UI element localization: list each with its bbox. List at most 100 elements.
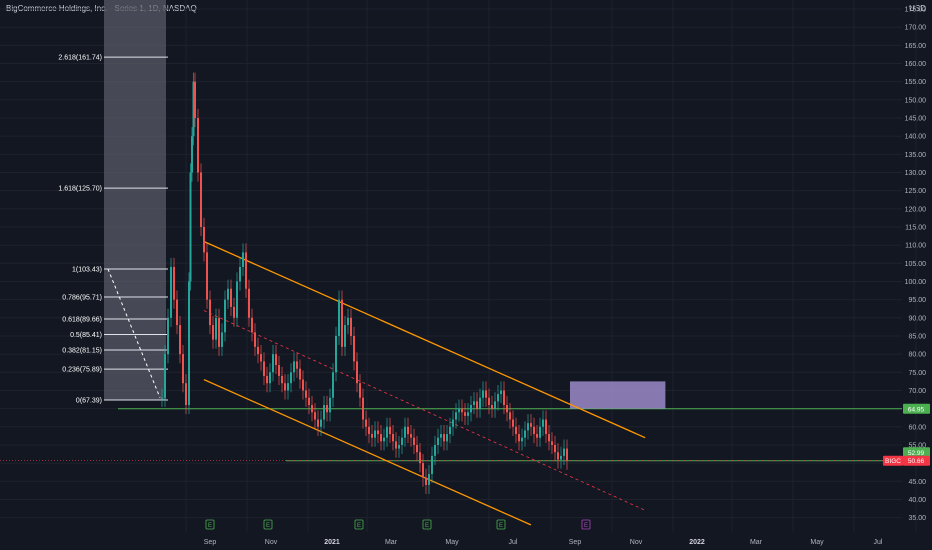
candle-body xyxy=(302,379,304,391)
currency-label[interactable]: USD xyxy=(909,4,926,13)
candle-body xyxy=(377,430,379,435)
candle-body xyxy=(311,404,313,413)
candle-body xyxy=(485,390,487,398)
earnings-marker xyxy=(581,519,591,530)
channel-mid xyxy=(203,310,646,511)
earnings-marker-label: E xyxy=(425,523,429,529)
candle-body xyxy=(188,281,190,405)
candle-body xyxy=(464,412,466,416)
candle-body xyxy=(209,299,211,326)
candle-body xyxy=(455,412,457,420)
candle-body xyxy=(299,368,301,380)
y-tick-label: 175.00 xyxy=(905,7,927,14)
candle-body xyxy=(206,252,208,300)
candle-body xyxy=(482,390,484,398)
candle-body xyxy=(560,455,562,460)
candle-body xyxy=(278,365,280,376)
price-tag-bg xyxy=(903,447,930,458)
candle-body xyxy=(170,266,172,318)
candle-body xyxy=(545,419,547,435)
y-tick-label: 60.00 xyxy=(908,424,926,431)
candle-body xyxy=(467,412,469,416)
candle-body xyxy=(317,419,319,427)
candle-body xyxy=(365,419,367,427)
candle-body xyxy=(491,404,493,409)
fib-level-label: 0(67.39) xyxy=(76,397,102,404)
y-tick-label: 115.00 xyxy=(905,224,926,231)
price-tag-label: 52.99 xyxy=(908,450,925,457)
candle-body xyxy=(197,117,199,173)
candle-body xyxy=(275,354,277,366)
candle-body xyxy=(434,444,436,456)
candle-body xyxy=(200,172,202,227)
x-tick-label: Jul xyxy=(874,539,883,546)
candle-body xyxy=(443,434,445,442)
earnings-marker xyxy=(422,519,432,530)
candle-body xyxy=(533,426,535,435)
y-tick-label: 100.00 xyxy=(905,279,927,286)
earnings-marker xyxy=(354,519,364,530)
candle-body xyxy=(458,408,460,413)
candle-body xyxy=(326,404,328,413)
candle-body xyxy=(386,426,388,438)
candle-body xyxy=(563,448,565,456)
price-tag-label: 64.95 xyxy=(908,406,925,413)
candle-body xyxy=(506,404,508,413)
candle-body xyxy=(557,452,559,460)
y-tick-label: 95.00 xyxy=(908,297,926,304)
y-tick-label: 160.00 xyxy=(905,61,927,68)
candle-body xyxy=(527,423,529,431)
candle-body xyxy=(176,299,178,326)
candle-body xyxy=(233,306,235,318)
y-tick-label: 70.00 xyxy=(908,388,926,395)
candle-body xyxy=(251,317,253,333)
candle-body xyxy=(227,288,229,300)
symbol-tag-bg xyxy=(883,455,903,466)
candle-body xyxy=(530,423,532,427)
y-tick-label: 110.00 xyxy=(905,243,926,250)
candle-body xyxy=(167,317,169,355)
candle-body xyxy=(335,335,337,373)
candle-body xyxy=(500,390,502,395)
last-price-tag-label: 50.66 xyxy=(908,458,925,465)
earnings-marker-label: E xyxy=(208,523,212,529)
candle-body xyxy=(263,361,265,376)
candle-body xyxy=(296,361,298,369)
fib-level-label: 0.618(89.66) xyxy=(62,317,102,324)
candle-body xyxy=(182,354,184,384)
earnings-marker-label: E xyxy=(357,523,361,529)
candle-body xyxy=(518,434,520,442)
x-tick-label: Mar xyxy=(385,539,398,546)
candle-body xyxy=(461,408,463,413)
fib-level-label: 1(103.43) xyxy=(72,267,102,274)
candle-body xyxy=(488,397,490,405)
candle-body xyxy=(203,226,205,253)
price-tag-bg xyxy=(903,403,930,414)
candle-body xyxy=(305,390,307,398)
candle-body xyxy=(257,346,259,355)
candle-body xyxy=(431,455,433,475)
y-tick-label: 150.00 xyxy=(905,97,927,104)
candle-body xyxy=(539,426,541,438)
candle-body xyxy=(173,266,175,300)
fib-level-label: 2.618(161.74) xyxy=(58,55,102,62)
candle-body xyxy=(509,412,511,420)
candle-body xyxy=(380,434,382,442)
candle-body xyxy=(359,383,361,398)
candle-body xyxy=(245,252,247,289)
last-price-tag-bg xyxy=(903,455,930,466)
candle-body xyxy=(332,372,334,398)
y-tick-label: 135.00 xyxy=(905,152,927,159)
y-tick-label: 45.00 xyxy=(908,479,926,486)
x-tick-label: Sep xyxy=(569,539,582,546)
candle-body xyxy=(419,452,421,464)
candle-body xyxy=(185,383,187,405)
channel-lower xyxy=(203,378,532,526)
candle-body xyxy=(269,372,271,384)
y-tick-label: 120.00 xyxy=(905,206,927,213)
candle-body xyxy=(320,419,322,427)
y-tick-label: 165.00 xyxy=(905,43,927,50)
candle-body xyxy=(260,354,262,362)
